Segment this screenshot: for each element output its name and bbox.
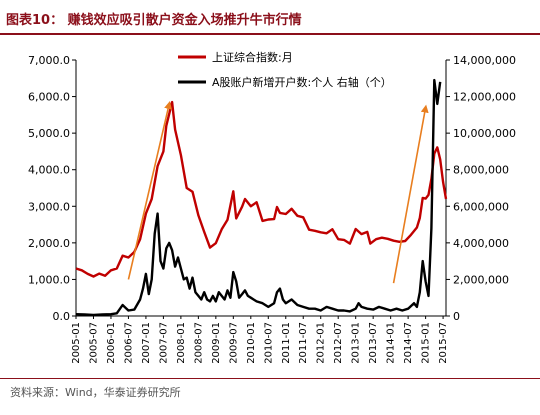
chart-container: 0.0 1,000.0 2,000.0 3,000.0 4,000.0 5,000.0 6,…: [0, 35, 540, 377]
legend: 上证综合指数:月 A股账户新增开户数:个人 右轴（个）: [178, 50, 392, 89]
x-tick-label: 2015-01: [421, 322, 432, 364]
x-tick-label: 2005-01: [71, 322, 82, 364]
x-tick-label: 2008-01: [176, 322, 187, 364]
footer-divider: [0, 378, 540, 379]
y-right-tick-label: 4,000,000: [453, 237, 509, 250]
accounts-series-line: [75, 78, 442, 317]
series-layer: [75, 78, 448, 317]
x-tick-label: 2013-07: [368, 322, 379, 364]
y-right-tick-label: 8,000,000: [453, 164, 509, 177]
y-left-tick-label: 5,000.0: [28, 127, 70, 140]
x-tick-label: 2009-01: [211, 322, 222, 364]
axes-layer: 0.0 1,000.0 2,000.0 3,000.0 4,000.0 5,000.0 6,…: [28, 54, 516, 364]
figure-header: 图表10： 赚钱效应吸引散户资金入场推升牛市行情: [0, 0, 540, 35]
y-left-tick-label: 0.0: [53, 310, 71, 323]
y-right-tick-label: 2,000,000: [453, 273, 509, 286]
x-tick-label: 2012-07: [333, 322, 344, 364]
y-right-tick-label: 6,000,000: [453, 200, 509, 213]
figure-title: 图表10： 赚钱效应吸引散户资金入场推升牛市行情: [6, 13, 302, 28]
x-tick-label: 2007-07: [158, 322, 169, 364]
y-left-tick-label: 6,000.0: [28, 91, 70, 104]
y-right-tick-label: 10,000,000: [453, 127, 516, 140]
x-tick-label: 2015-07: [438, 322, 449, 364]
dual-axis-line-chart: 0.0 1,000.0 2,000.0 3,000.0 4,000.0 5,000.0 6,…: [28, 50, 516, 364]
x-tick-label: 2013-01: [351, 322, 362, 364]
x-tick-label: 2010-07: [263, 322, 274, 364]
x-tick-label: 2014-01: [386, 322, 397, 364]
x-tick-label: 2006-07: [123, 322, 134, 364]
x-tick-label: 2010-01: [246, 322, 257, 364]
header-divider: [0, 33, 540, 35]
y-left-tick-label: 3,000.0: [28, 200, 70, 213]
x-tick-label: 2006-01: [106, 322, 117, 364]
source-note: 资料来源：Wind，华泰证券研究所: [10, 386, 181, 399]
y-left-tick-label: 4,000.0: [28, 164, 70, 177]
annotations-layer: [127, 100, 429, 284]
y-left-tick-label: 2,000.0: [28, 237, 70, 250]
y-right-tick-label: 14,000,000: [453, 54, 516, 67]
legend-accounts-label: A股账户新增开户数:个人 右轴（个）: [212, 75, 392, 89]
x-tick-label: 2008-07: [193, 322, 204, 364]
x-tick-label: 2011-07: [298, 322, 309, 364]
x-tick-label: 2005-07: [88, 322, 99, 364]
y-right-tick-label: 0: [453, 310, 460, 323]
index-series-line: [75, 100, 448, 278]
y-left-tick-label: 1,000.0: [28, 273, 70, 286]
x-tick-label: 2012-01: [316, 322, 327, 364]
x-tick-label: 2011-01: [281, 322, 292, 364]
x-tick-label: 2014-07: [403, 322, 414, 364]
x-tick-label: 2007-01: [141, 322, 152, 364]
y-right-tick-label: 12,000,000: [453, 91, 516, 104]
x-tick-label: 2009-07: [228, 322, 239, 364]
trend-arrow-2: [392, 104, 429, 284]
trend-arrow-1: [127, 100, 172, 280]
y-left-tick-label: 7,000.0: [28, 54, 70, 67]
legend-index-label: 上证综合指数:月: [212, 50, 293, 64]
